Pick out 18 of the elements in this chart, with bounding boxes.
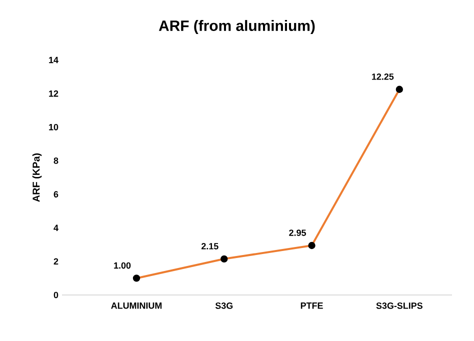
x-tick-label: S3G (215, 302, 233, 309)
y-tick-label: 6 (54, 191, 58, 198)
y-tick-label: 4 (54, 224, 58, 231)
x-tick-label: ALUMINIUM (111, 302, 162, 309)
data-label: 12.25 (372, 74, 394, 80)
y-tick-label: 2 (54, 258, 58, 265)
chart-title: ARF (from aluminium) (158, 20, 315, 34)
y-tick-label: 8 (54, 158, 58, 164)
data-label: 1.00 (114, 262, 131, 269)
y-axis-title: ARF (KPa) (32, 153, 42, 202)
data-label: 2.95 (289, 230, 306, 236)
data-label: 2.15 (201, 243, 218, 250)
y-tick-label: 0 (54, 292, 58, 298)
y-tick-label: 12 (49, 90, 58, 97)
x-tick-label: PTFE (300, 302, 323, 309)
x-tick-label: S3G-SLIPS (376, 302, 422, 309)
y-tick-label: 10 (49, 124, 58, 130)
y-tick-label: 14 (49, 56, 58, 64)
